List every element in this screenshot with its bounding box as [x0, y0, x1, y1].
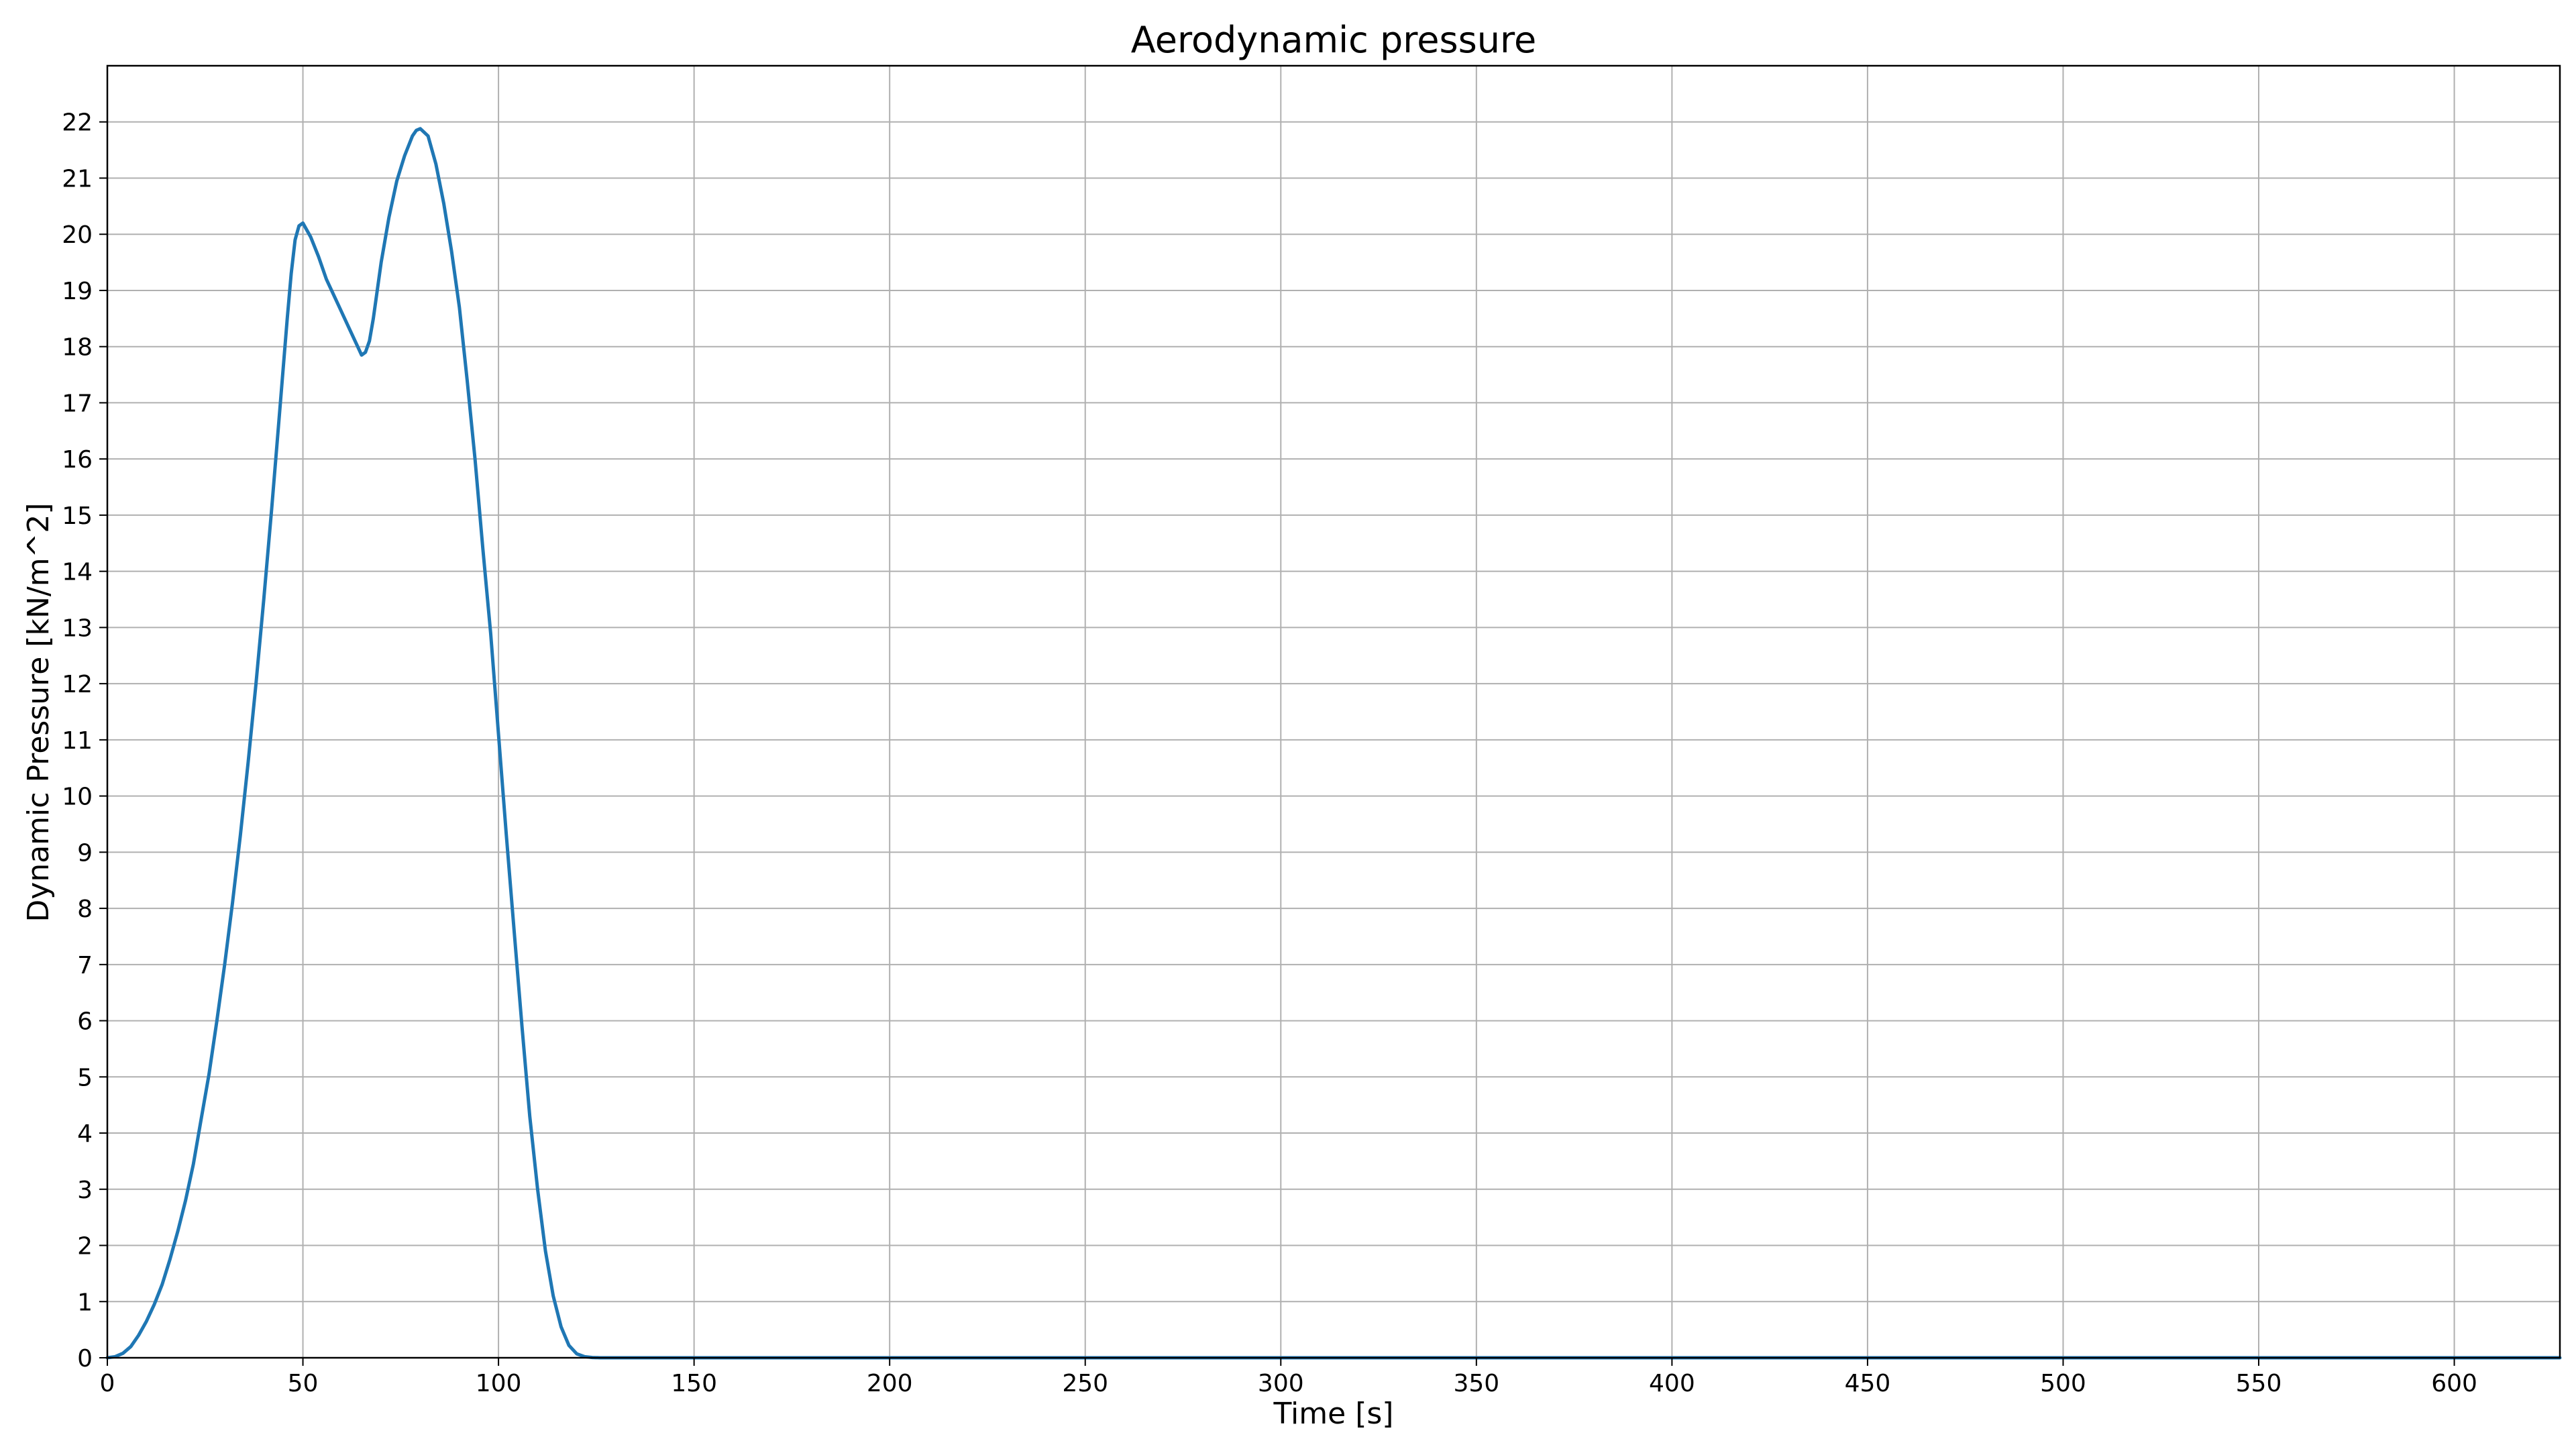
grid-lines [107, 66, 2560, 1358]
x-tick-label-0: 0 [100, 1370, 115, 1397]
y-tick-label-17: 17 [62, 390, 93, 417]
x-tick-label-150: 150 [671, 1370, 717, 1397]
x-tick-label-350: 350 [1453, 1370, 1499, 1397]
x-tick-label-450: 450 [1845, 1370, 1891, 1397]
y-tick-label-4: 4 [77, 1120, 93, 1148]
x-tick-label-400: 400 [1649, 1370, 1695, 1397]
y-tick-label-21: 21 [62, 165, 93, 193]
x-tick-label-250: 250 [1062, 1370, 1108, 1397]
y-tick-label-16: 16 [62, 446, 93, 474]
x-tick-label-600: 600 [2431, 1370, 2477, 1397]
plot-area-frame [106, 64, 2561, 1359]
x-tick-label-500: 500 [2040, 1370, 2086, 1397]
x-tick-label-100: 100 [476, 1370, 522, 1397]
y-tick-label-2: 2 [77, 1233, 93, 1260]
y-tick-label-14: 14 [62, 559, 93, 586]
y-tick-label-18: 18 [62, 334, 93, 362]
y-tick-label-22: 22 [62, 109, 93, 137]
y-tick-label-5: 5 [77, 1064, 93, 1091]
x-tick-label-200: 200 [867, 1370, 913, 1397]
y-tick-label-1: 1 [77, 1289, 93, 1316]
x-axis-label: Time [s] [1273, 1397, 1394, 1431]
y-tick-label-11: 11 [62, 727, 93, 755]
x-tick-label-50: 50 [288, 1370, 319, 1397]
y-tick-label-0: 0 [77, 1345, 93, 1373]
series-line-dynamic-pressure [105, 127, 2562, 1360]
y-tick-label-10: 10 [62, 784, 93, 811]
y-tick-label-9: 9 [77, 839, 93, 867]
y-axis-label: Dynamic Pressure [kN/m^2] [21, 502, 56, 922]
y-tick-label-8: 8 [77, 896, 93, 923]
y-tick-label-12: 12 [62, 671, 93, 698]
y-tick-label-3: 3 [77, 1177, 93, 1204]
y-tick-label-20: 20 [62, 221, 93, 249]
x-axis-ticks: 0 50 100 150 200 250 300 350 400 450 500 550 600 [100, 1358, 2477, 1397]
y-tick-label-19: 19 [62, 278, 93, 305]
y-tick-label-7: 7 [77, 952, 93, 979]
chart-title: Aerodynamic pressure [1131, 19, 1537, 61]
y-tick-label-6: 6 [77, 1008, 93, 1036]
x-tick-label-550: 550 [2236, 1370, 2282, 1397]
y-tick-label-13: 13 [62, 614, 93, 642]
y-tick-label-15: 15 [62, 502, 93, 530]
x-tick-label-300: 300 [1258, 1370, 1304, 1397]
